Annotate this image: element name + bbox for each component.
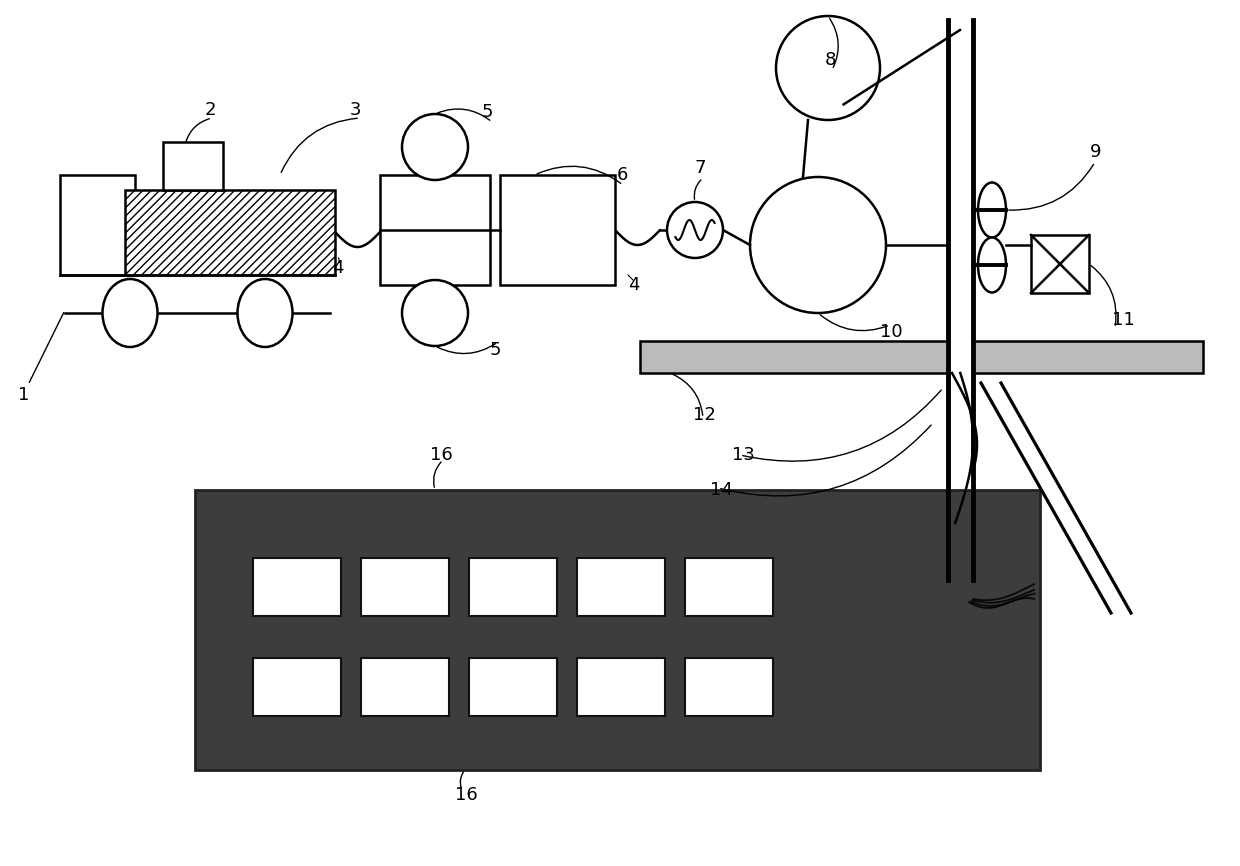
Text: 7: 7: [694, 159, 707, 177]
Bar: [577, 558, 665, 616]
Circle shape: [750, 177, 887, 313]
Bar: [361, 658, 449, 716]
Text: 3: 3: [350, 101, 362, 119]
Ellipse shape: [238, 279, 293, 347]
Text: 14: 14: [711, 481, 733, 499]
Text: 4: 4: [627, 276, 640, 294]
Circle shape: [776, 16, 880, 120]
Bar: [684, 658, 773, 716]
Bar: [577, 658, 665, 716]
Text: 11: 11: [1112, 311, 1135, 329]
Text: 1: 1: [19, 386, 30, 404]
Text: 6: 6: [618, 166, 629, 184]
Text: 5: 5: [490, 341, 501, 359]
Text: 16: 16: [430, 446, 453, 464]
Text: 10: 10: [880, 323, 903, 341]
Bar: [640, 341, 949, 373]
Ellipse shape: [103, 279, 157, 347]
Ellipse shape: [978, 237, 1006, 293]
Bar: [469, 658, 557, 716]
Text: 2: 2: [205, 101, 217, 119]
Bar: [125, 190, 335, 275]
Bar: [379, 175, 490, 285]
Text: 13: 13: [732, 446, 755, 464]
Bar: [162, 142, 223, 190]
Text: 8: 8: [825, 51, 836, 69]
Bar: [973, 341, 1203, 373]
Bar: [684, 558, 773, 616]
Text: 16: 16: [455, 786, 477, 804]
Text: 9: 9: [1090, 143, 1101, 161]
Circle shape: [402, 280, 467, 346]
Text: 12: 12: [693, 406, 715, 424]
Bar: [253, 658, 341, 716]
Bar: [60, 175, 135, 275]
Text: 4: 4: [332, 259, 343, 277]
Bar: [361, 558, 449, 616]
Bar: [195, 490, 1040, 770]
Bar: [500, 175, 615, 285]
Bar: [253, 558, 341, 616]
Circle shape: [667, 202, 723, 258]
Ellipse shape: [978, 183, 1006, 237]
Bar: [469, 558, 557, 616]
Text: 5: 5: [482, 103, 494, 121]
Circle shape: [402, 114, 467, 180]
Bar: [1030, 235, 1089, 293]
